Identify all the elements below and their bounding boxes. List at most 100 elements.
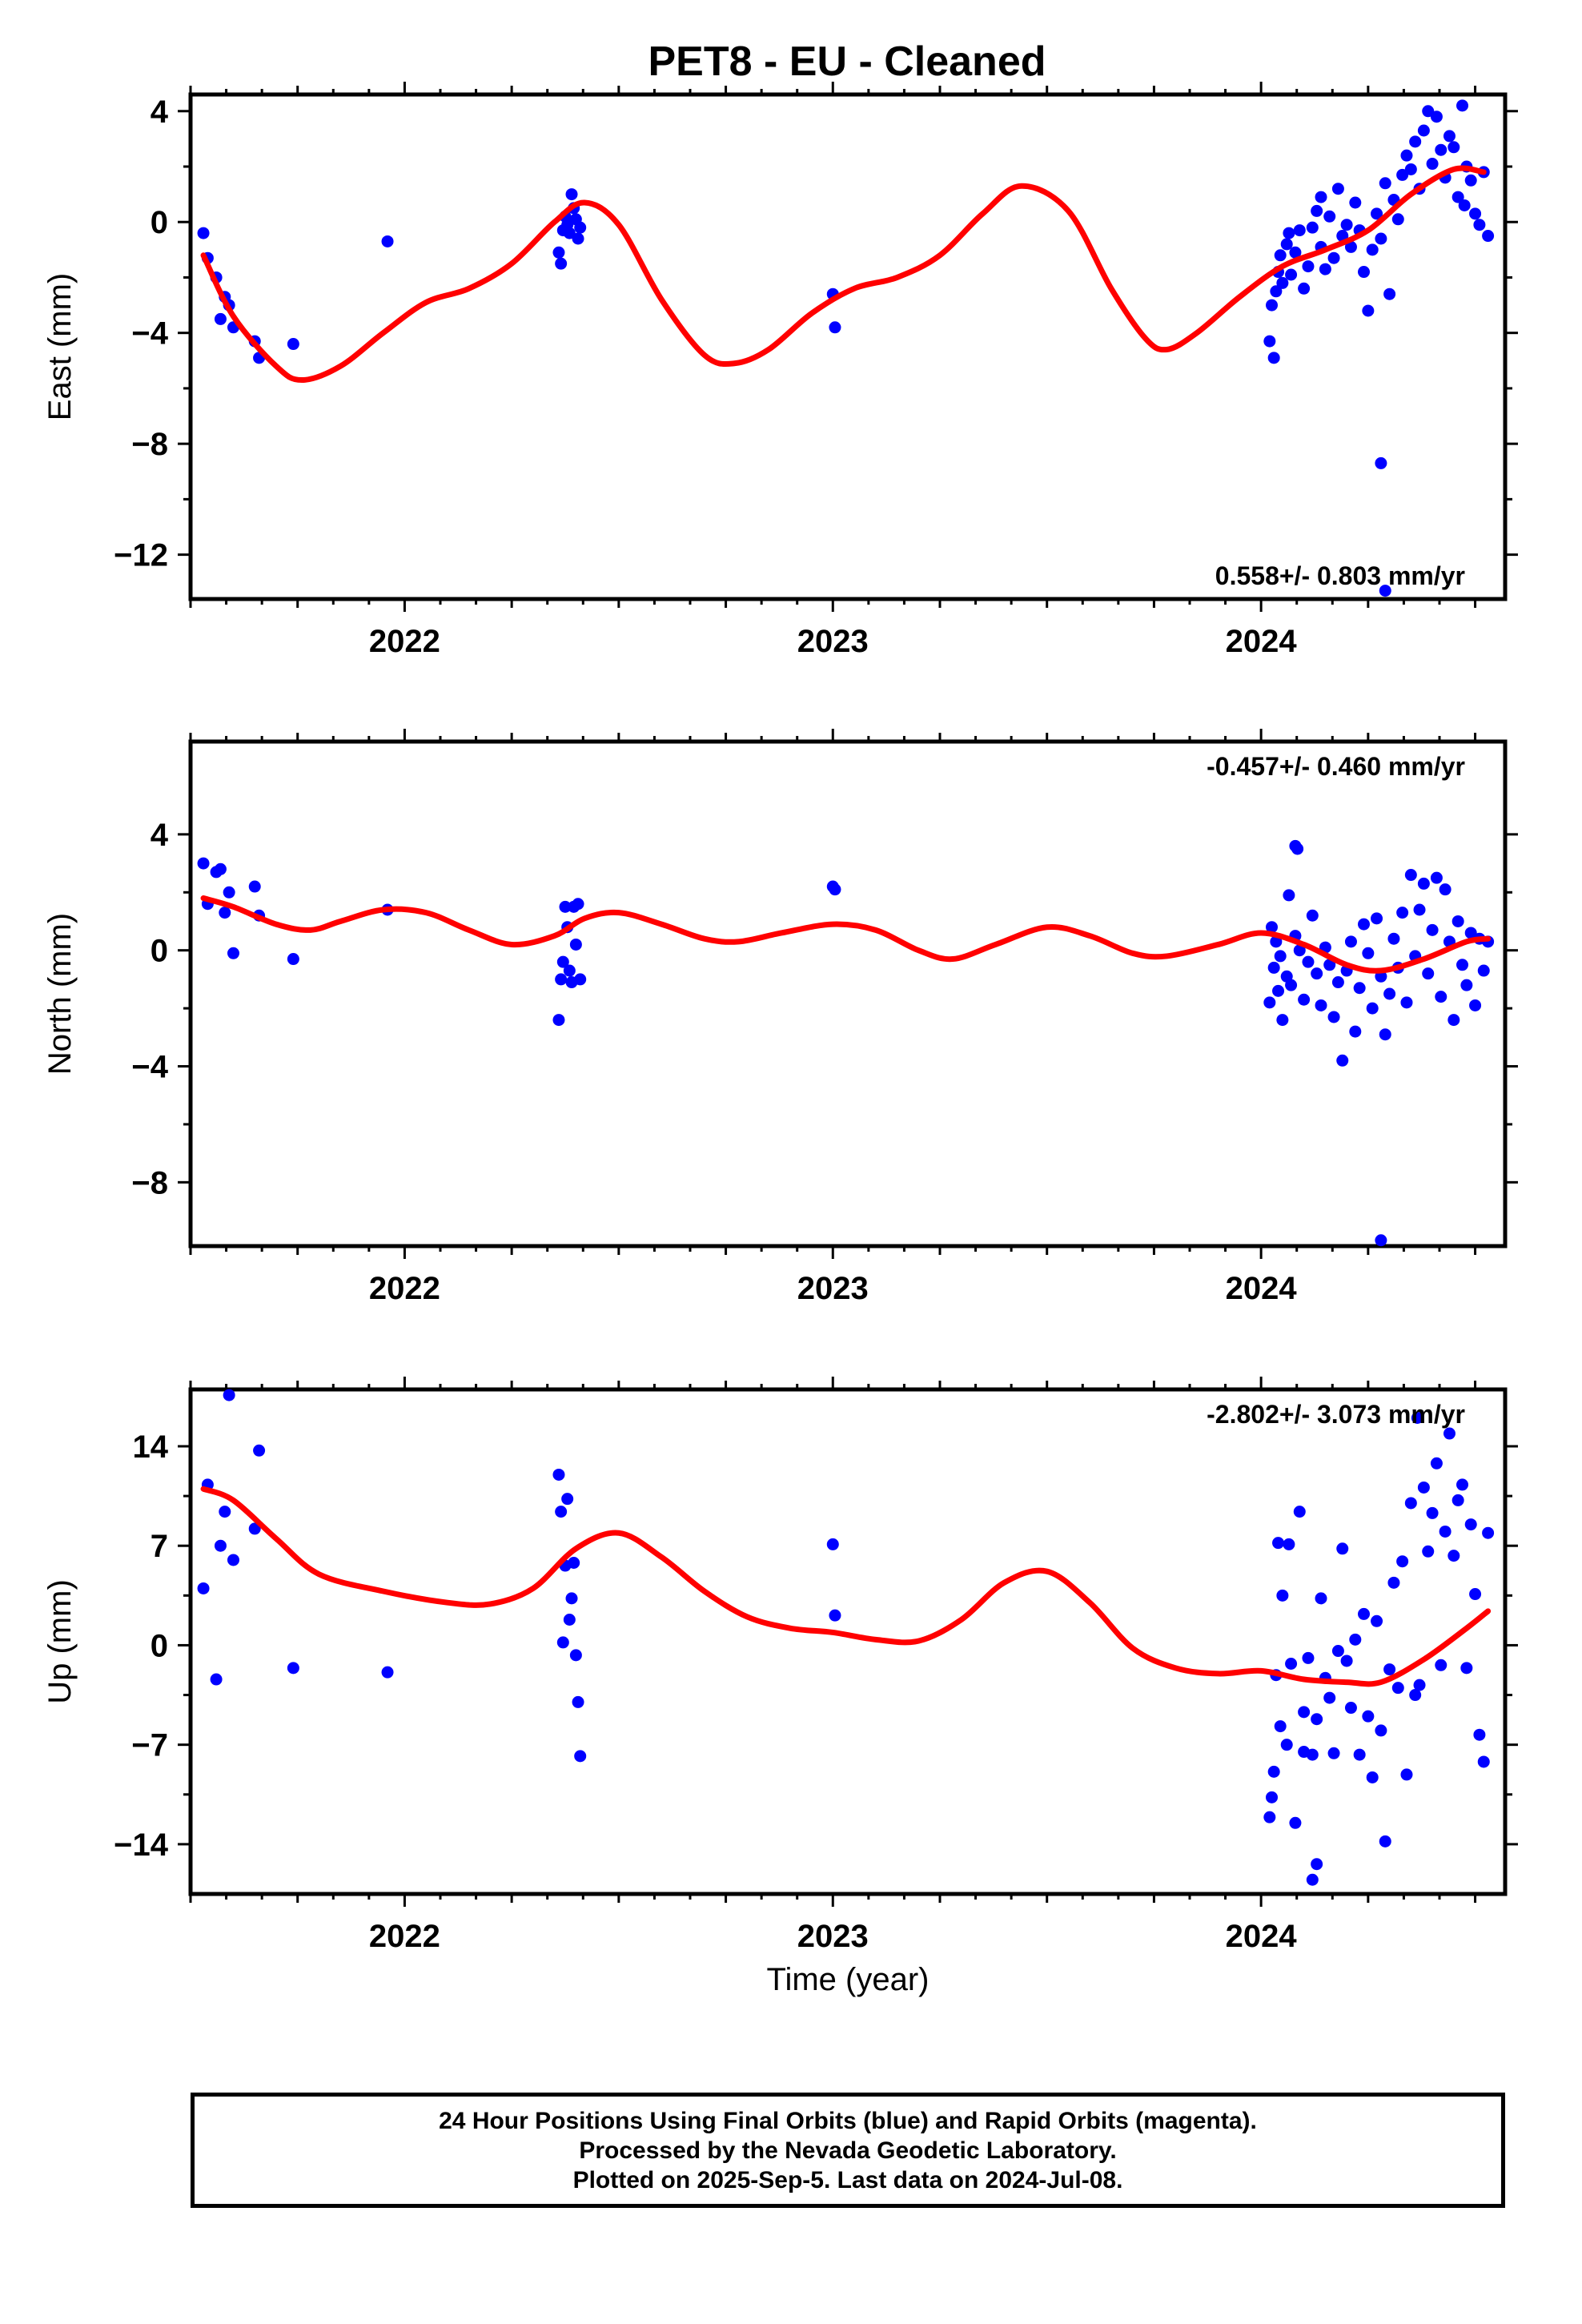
data-point xyxy=(1396,907,1409,919)
caption-line-3: Plotted on 2025-Sep-5. Last data on 2024… xyxy=(572,2166,1123,2193)
data-point xyxy=(1362,1710,1375,1723)
data-point xyxy=(1276,1589,1289,1602)
data-point xyxy=(287,953,299,966)
data-point xyxy=(1274,249,1287,262)
data-point xyxy=(1391,213,1404,226)
data-point xyxy=(1272,984,1285,997)
data-point xyxy=(1366,1771,1379,1783)
data-point xyxy=(1302,1651,1315,1664)
data-point xyxy=(1375,1724,1387,1737)
data-point xyxy=(574,973,587,986)
data-point xyxy=(1379,177,1391,190)
data-point xyxy=(1285,268,1298,281)
data-point xyxy=(1306,1873,1319,1886)
data-point xyxy=(1477,1755,1490,1768)
data-point xyxy=(1331,1645,1344,1658)
data-point xyxy=(552,246,565,259)
y-tick-label: −4 xyxy=(131,1050,168,1085)
data-point xyxy=(1331,976,1344,989)
data-point xyxy=(1458,199,1471,211)
data-point xyxy=(1266,299,1279,312)
data-point xyxy=(1272,1537,1285,1550)
data-point xyxy=(1293,224,1306,237)
data-point xyxy=(1379,1835,1391,1848)
data-point xyxy=(1340,1655,1353,1667)
data-point xyxy=(1387,932,1400,945)
data-point xyxy=(1482,1526,1495,1539)
data-point xyxy=(1456,99,1469,112)
data-point xyxy=(572,232,584,245)
data-point xyxy=(1336,1542,1349,1555)
data-point xyxy=(1371,1614,1383,1627)
data-point xyxy=(1315,1592,1327,1605)
data-point xyxy=(829,883,841,896)
data-point xyxy=(1323,210,1336,223)
data-point xyxy=(223,1389,235,1401)
data-point xyxy=(559,900,572,913)
plot-frame xyxy=(188,92,1508,601)
rate-annotation: 0.558+/- 0.803 mm/yr xyxy=(1215,561,1465,590)
data-point xyxy=(197,227,210,239)
data-point xyxy=(248,880,261,893)
x-tick-label: 2024 xyxy=(1226,1271,1298,1306)
data-point xyxy=(572,898,584,911)
model-curve xyxy=(200,895,1492,974)
data-point xyxy=(1276,1014,1289,1027)
data-point xyxy=(1375,232,1387,245)
data-point xyxy=(1447,141,1460,154)
data-point xyxy=(227,1554,239,1566)
data-point xyxy=(1353,1748,1366,1761)
data-point xyxy=(826,1538,839,1550)
y-tick-label: 4 xyxy=(151,818,169,853)
x-tick-label: 2022 xyxy=(369,1271,440,1306)
data-point xyxy=(1413,903,1426,916)
data-point xyxy=(1327,1747,1340,1759)
data-point xyxy=(1280,238,1293,251)
data-point xyxy=(1375,456,1387,469)
data-point xyxy=(1323,959,1336,971)
data-point xyxy=(287,338,299,351)
data-point xyxy=(1404,869,1417,882)
data-point xyxy=(1362,947,1375,959)
data-point xyxy=(572,1695,584,1708)
data-point xyxy=(1293,944,1306,957)
data-point xyxy=(1353,982,1366,995)
data-point xyxy=(1435,1659,1447,1671)
data-point xyxy=(1417,877,1430,890)
data-point xyxy=(1473,1728,1486,1741)
rate-annotation: -2.802+/- 3.073 mm/yr xyxy=(1207,1400,1465,1429)
y-tick-label: 14 xyxy=(133,1429,169,1465)
plot-area xyxy=(197,99,1495,597)
data-point xyxy=(1447,1014,1460,1027)
data-point xyxy=(1460,979,1473,991)
data-point xyxy=(1371,912,1383,925)
data-point xyxy=(1302,955,1315,968)
data-point xyxy=(1430,111,1443,123)
data-point xyxy=(1404,1497,1417,1510)
data-point xyxy=(1285,979,1298,991)
y-tick-label: −12 xyxy=(114,538,168,573)
data-point xyxy=(1452,191,1464,203)
x-axis-label: Time (year) xyxy=(767,1962,930,1997)
data-point xyxy=(565,1592,578,1605)
data-point xyxy=(1283,1538,1295,1550)
y-tick-label: 4 xyxy=(151,94,169,130)
data-point xyxy=(1311,1858,1323,1871)
data-point xyxy=(1409,135,1422,148)
caption-box: 24 Hour Positions Using Final Orbits (bl… xyxy=(191,2093,1505,2208)
data-point xyxy=(1417,1481,1430,1494)
data-point xyxy=(1327,251,1340,264)
data-point xyxy=(1383,287,1396,300)
data-point xyxy=(381,1666,394,1679)
data-point xyxy=(1456,1478,1469,1491)
plot-frame xyxy=(188,739,1508,1248)
data-point xyxy=(565,188,578,201)
data-point xyxy=(1270,285,1283,298)
data-point xyxy=(1469,999,1482,1011)
y-tick-label: −7 xyxy=(131,1728,168,1763)
data-point xyxy=(1311,967,1323,980)
data-point xyxy=(1482,230,1495,243)
chart-title: PET8 - EU - Cleaned xyxy=(648,38,1046,85)
data-point xyxy=(563,227,576,239)
